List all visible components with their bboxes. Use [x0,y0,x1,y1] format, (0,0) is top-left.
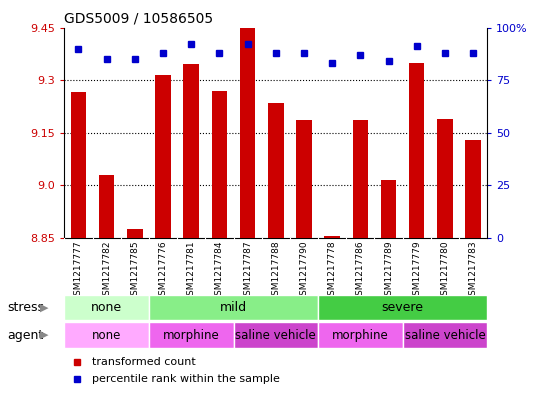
Bar [71,92,86,238]
Bar [353,120,368,238]
Bar [437,119,452,238]
Text: GSM1217789: GSM1217789 [384,241,393,301]
Text: GSM1217788: GSM1217788 [271,241,281,301]
Text: ▶: ▶ [40,330,49,340]
Text: transformed count: transformed count [92,356,195,367]
Text: percentile rank within the sample: percentile rank within the sample [92,374,280,384]
Text: morphine: morphine [163,329,220,342]
Text: mild: mild [220,301,247,314]
Bar [240,24,255,238]
Text: none: none [91,301,122,314]
Text: severe: severe [382,301,423,314]
Text: GSM1217776: GSM1217776 [158,241,167,301]
Text: GSM1217790: GSM1217790 [300,241,309,301]
Text: GDS5009 / 10586505: GDS5009 / 10586505 [64,12,213,26]
Bar [149,322,234,348]
Bar [318,295,487,320]
Bar [64,295,149,320]
Bar [324,236,340,238]
Bar [409,62,424,238]
Text: morphine: morphine [332,329,389,342]
Bar [296,120,312,238]
Text: agent: agent [7,329,44,342]
Text: GSM1217779: GSM1217779 [412,241,421,301]
Text: GSM1217777: GSM1217777 [74,241,83,301]
Text: GSM1217785: GSM1217785 [130,241,139,301]
Text: GSM1217780: GSM1217780 [440,241,450,301]
Bar [155,75,171,238]
Text: GSM1217782: GSM1217782 [102,241,111,301]
Bar [403,322,487,348]
Text: GSM1217778: GSM1217778 [328,241,337,301]
Bar [127,229,143,238]
Bar [465,140,481,238]
Text: GSM1217787: GSM1217787 [243,241,252,301]
Bar [212,90,227,238]
Text: ▶: ▶ [40,303,49,312]
Text: GSM1217783: GSM1217783 [469,241,478,301]
Text: none: none [92,329,122,342]
Text: saline vehicle: saline vehicle [404,329,486,342]
Text: stress: stress [7,301,44,314]
Bar [64,322,149,348]
Bar [318,322,403,348]
Bar [381,180,396,238]
Text: GSM1217784: GSM1217784 [215,241,224,301]
Text: GSM1217781: GSM1217781 [186,241,196,301]
Text: saline vehicle: saline vehicle [235,329,316,342]
Bar [99,174,114,238]
Bar [268,103,283,238]
Bar [184,64,199,238]
Bar [234,322,318,348]
Text: GSM1217786: GSM1217786 [356,241,365,301]
Bar [149,295,318,320]
